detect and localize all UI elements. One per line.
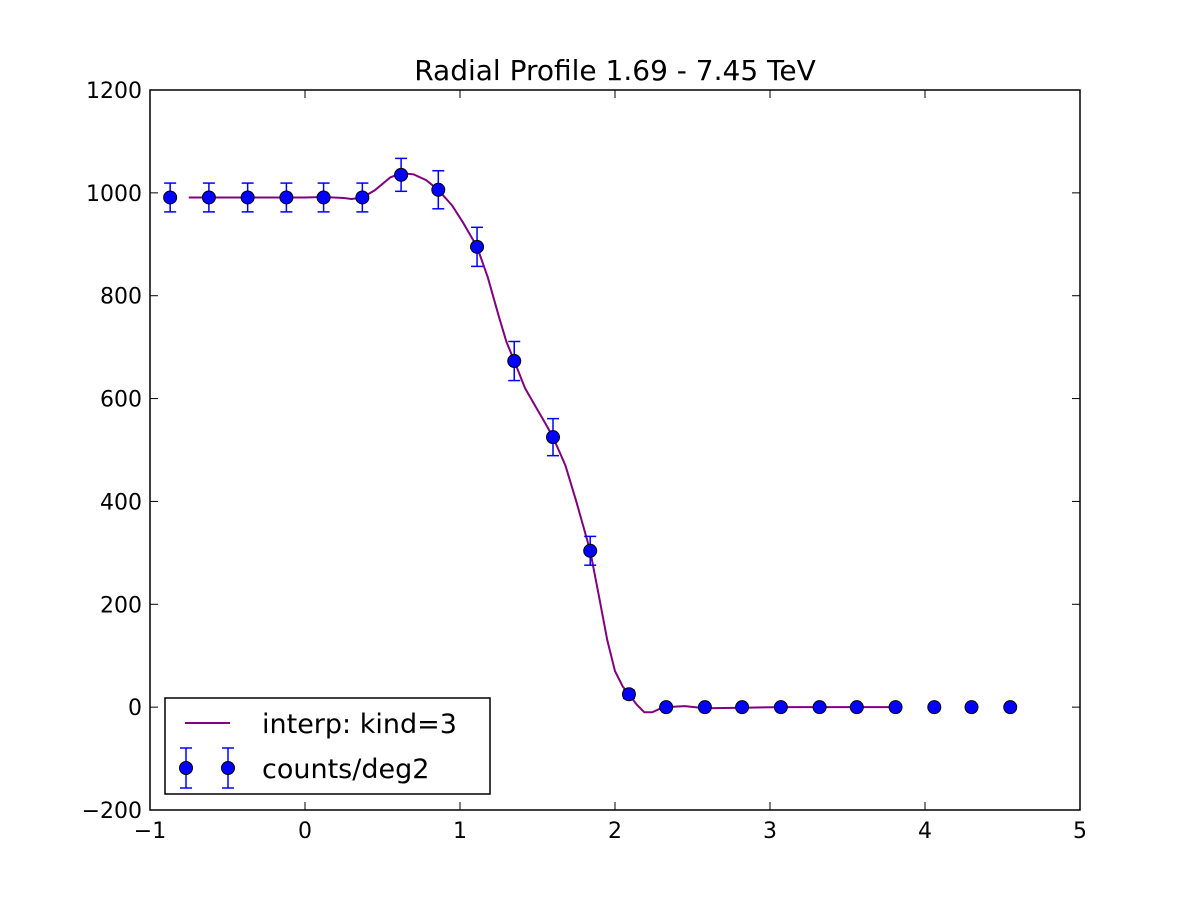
x-tick-label: 1 bbox=[453, 819, 467, 844]
data-point bbox=[583, 543, 598, 558]
legend-label: counts/deg2 bbox=[262, 754, 429, 785]
data-point bbox=[773, 700, 788, 715]
chart-title: Radial Profile 1.69 - 7.45 TeV bbox=[414, 54, 816, 87]
y-tick-label: 600 bbox=[100, 388, 142, 413]
x-tick-label: −1 bbox=[134, 819, 166, 844]
data-point bbox=[470, 239, 485, 254]
y-tick-label: 400 bbox=[100, 490, 142, 515]
y-tick-label: 1000 bbox=[86, 182, 142, 207]
data-point bbox=[964, 700, 979, 715]
data-point bbox=[927, 700, 942, 715]
x-tick-label: 5 bbox=[1073, 819, 1087, 844]
x-tick-label: 0 bbox=[298, 819, 312, 844]
x-tick-label: 2 bbox=[608, 819, 622, 844]
y-tick-label: 1200 bbox=[86, 79, 142, 104]
data-point bbox=[697, 700, 712, 715]
y-tick-label: 0 bbox=[128, 696, 142, 721]
data-point bbox=[812, 700, 827, 715]
data-point bbox=[240, 190, 255, 205]
data-point bbox=[316, 190, 331, 205]
series-line-interp bbox=[188, 172, 896, 714]
data-point bbox=[279, 190, 294, 205]
legend-point-swatch bbox=[221, 761, 235, 775]
data-point bbox=[659, 700, 674, 715]
legend-box bbox=[164, 697, 491, 795]
data-point bbox=[888, 700, 903, 715]
data-point bbox=[394, 167, 409, 182]
legend-point-swatch bbox=[179, 761, 193, 775]
data-point bbox=[849, 700, 864, 715]
data-point bbox=[163, 190, 178, 205]
y-tick-label: −200 bbox=[82, 799, 142, 824]
data-point bbox=[1003, 700, 1018, 715]
data-point bbox=[355, 190, 370, 205]
x-tick-label: 4 bbox=[918, 819, 932, 844]
y-tick-label: 800 bbox=[100, 285, 142, 310]
data-point bbox=[735, 700, 750, 715]
data-point bbox=[431, 182, 446, 197]
legend-label: interp: kind=3 bbox=[262, 709, 457, 740]
data-point bbox=[201, 190, 216, 205]
data-point bbox=[621, 687, 636, 702]
data-point bbox=[507, 354, 522, 369]
data-point bbox=[546, 430, 560, 445]
axes: −1 0 1 2 3 4 5 −200 0 200 400 600 800 1000 1200 bbox=[82, 79, 1087, 844]
y-tick-label: 200 bbox=[100, 593, 142, 618]
plot-marks bbox=[163, 157, 1018, 715]
x-tick-label: 3 bbox=[763, 819, 777, 844]
legend: interp: kind=3 counts/deg2 bbox=[164, 697, 491, 795]
